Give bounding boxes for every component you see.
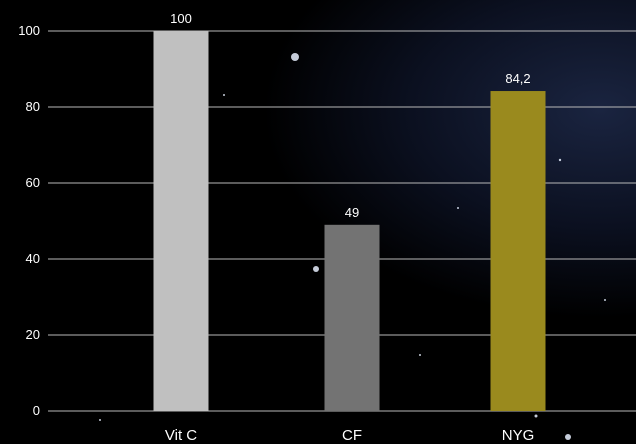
- data-label-0: 100: [170, 11, 192, 26]
- star-1: [313, 266, 319, 272]
- bar-1: [324, 224, 380, 411]
- bars: [153, 31, 546, 411]
- starfield-background: [99, 53, 606, 440]
- x-tick-label-0: Vit C: [165, 427, 197, 444]
- bar-0: [153, 31, 209, 411]
- x-tick-label-1: CF: [342, 427, 362, 444]
- data-label-2: 84,2: [505, 71, 530, 86]
- star-7: [558, 158, 562, 162]
- bar-2: [490, 91, 546, 411]
- star-6: [419, 354, 421, 356]
- y-tick-label-100: 100: [18, 23, 40, 38]
- star-3: [534, 414, 538, 418]
- x-tick-label-2: NYG: [502, 427, 535, 444]
- y-tick-label-80: 80: [26, 99, 40, 114]
- star-2: [565, 434, 571, 440]
- star-0: [291, 53, 299, 61]
- star-9: [99, 419, 101, 421]
- data-label-1: 49: [345, 205, 359, 220]
- y-tick-label-0: 0: [33, 403, 40, 418]
- x-axis: Vit C CF NYG: [165, 427, 534, 444]
- y-tick-label-20: 20: [26, 327, 40, 342]
- y-axis: 0 20 40 60 80 100: [18, 23, 40, 418]
- y-tick-label-40: 40: [26, 251, 40, 266]
- star-8: [604, 299, 606, 301]
- star-5: [457, 207, 459, 209]
- star-4: [223, 94, 225, 96]
- data-labels: 100 49 84,2: [170, 11, 531, 220]
- y-tick-label-60: 60: [26, 175, 40, 190]
